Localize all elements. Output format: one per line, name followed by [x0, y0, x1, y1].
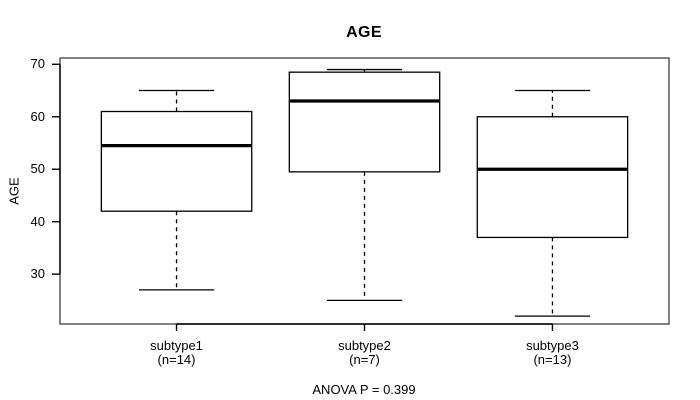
group-name: subtype2 [338, 338, 391, 353]
y-tick-label: 70 [30, 56, 45, 72]
chart-title: AGE [346, 24, 382, 41]
group-n-count: (n=14) [157, 352, 196, 367]
iqr-box-subtype2 [288, 71, 441, 173]
iqr-box-subtype3 [476, 116, 629, 239]
x-group-label-subtype3: subtype3 (n=13) [492, 339, 612, 367]
group-name: subtype3 [526, 338, 579, 353]
group-name: subtype1 [150, 338, 203, 353]
y-tick-label: 40 [30, 213, 45, 229]
y-tick-label: 60 [30, 108, 45, 124]
y-tick-label: 30 [30, 266, 45, 282]
group-n-count: (n=7) [349, 352, 380, 367]
iqr-box-subtype1 [100, 110, 253, 212]
group-n-count: (n=13) [533, 352, 572, 367]
x-group-label-subtype2: subtype2 (n=7) [305, 339, 425, 367]
x-group-label-subtype1: subtype1 (n=14) [117, 339, 237, 367]
y-tick-label: 50 [30, 161, 45, 177]
anova-p-value: ANOVA P = 0.399 [312, 382, 416, 397]
